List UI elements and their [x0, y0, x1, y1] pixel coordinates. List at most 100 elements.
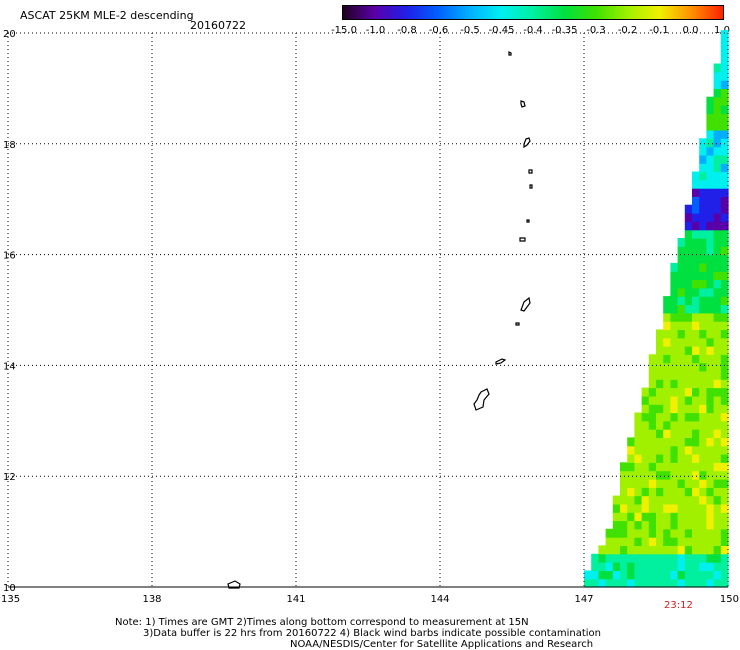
swath-cell — [692, 329, 700, 339]
swath-cell — [598, 562, 607, 571]
swath-cell — [663, 370, 671, 380]
swath-cell — [677, 553, 686, 563]
swath-cell — [656, 395, 664, 405]
swath-cell — [713, 71, 722, 81]
swath-cell — [706, 537, 715, 546]
swath-cell — [713, 437, 722, 447]
swath-cell — [648, 354, 657, 364]
swath-cell — [656, 387, 664, 397]
swath-cell — [692, 387, 700, 397]
swath-cell — [706, 445, 715, 455]
swath-cell — [641, 395, 650, 405]
swath-cell — [684, 337, 693, 347]
swath-cell — [713, 528, 722, 538]
swath-cell — [720, 454, 729, 463]
swath-cell — [720, 487, 729, 497]
y-tick-label: 12 — [3, 472, 16, 483]
swath-cell — [684, 520, 693, 530]
swath-cell — [612, 528, 621, 538]
swath-cell — [699, 287, 707, 297]
swath-cell — [720, 420, 729, 430]
swath-cell — [656, 495, 664, 505]
swath-cell — [677, 562, 686, 571]
swath-cell — [713, 512, 722, 522]
swath-cell — [656, 562, 664, 571]
swath-cell — [699, 188, 707, 197]
swath-cell — [663, 296, 671, 305]
swath-cell — [720, 321, 729, 330]
swath-cell — [641, 537, 650, 546]
swath-cell — [641, 462, 650, 472]
swath-cell — [692, 246, 700, 256]
swath-cell — [692, 487, 700, 497]
swath-cell — [677, 329, 686, 339]
colorbar-label: -0.4 — [523, 25, 543, 36]
swath-cell — [677, 279, 686, 289]
swath-cell — [720, 130, 729, 139]
swath-cell — [684, 279, 693, 289]
swath-cell — [641, 420, 650, 430]
colorbar-label: -15.0 — [331, 25, 357, 36]
island-outline — [508, 51, 512, 56]
chart-date: 20160722 — [190, 19, 246, 32]
swath-cell — [713, 321, 722, 330]
swath-cell — [713, 370, 722, 380]
swath-cell — [720, 312, 729, 322]
swath-cell — [699, 138, 707, 148]
swath-cell — [692, 221, 700, 231]
swath-cell — [713, 337, 722, 347]
swath-cell — [706, 312, 715, 322]
swath-cell — [720, 362, 729, 372]
swath-cell — [663, 387, 671, 397]
swath-cell — [713, 395, 722, 405]
swath-cell — [720, 30, 729, 40]
swath-cell — [692, 287, 700, 297]
swath-cell — [706, 171, 715, 181]
colorbar-label: -0.5 — [460, 25, 480, 36]
swath-cell — [620, 495, 628, 505]
swath-cell — [713, 146, 722, 156]
swath-cell — [706, 520, 715, 530]
swath-cell — [656, 528, 664, 538]
swath-cell — [684, 213, 693, 222]
swath-cell — [598, 553, 607, 563]
swath-cell — [605, 553, 614, 563]
swath-cell — [692, 495, 700, 505]
swath-cell — [641, 470, 650, 480]
swath-cell — [634, 487, 643, 497]
swath-cell — [648, 553, 657, 563]
x-tick-label: 147 — [574, 594, 593, 605]
swath-cell — [706, 462, 715, 472]
swath-cell — [684, 503, 693, 513]
swath-cell — [720, 221, 729, 231]
swath-cell — [699, 429, 707, 438]
swath-cell — [699, 545, 707, 555]
swath-cell — [670, 578, 679, 588]
colorbar-label: -0.35 — [551, 25, 578, 36]
swath-cell — [692, 196, 700, 206]
swath-cell — [656, 454, 664, 463]
island-outline — [526, 219, 530, 223]
swath-cell — [634, 570, 643, 580]
swath-cell — [670, 354, 679, 364]
swath-cell — [677, 578, 686, 588]
swath-cell — [699, 312, 707, 322]
swath-cell — [706, 437, 715, 447]
swath-cell — [720, 503, 729, 513]
swath-cell — [634, 503, 643, 513]
swath-cell — [684, 462, 693, 472]
swath-cell — [706, 238, 715, 247]
swath-cell — [648, 437, 657, 447]
swath-cell — [663, 379, 671, 389]
swath-cell — [598, 570, 607, 580]
colorbar-label: -0.45 — [488, 25, 515, 36]
swath-cell — [605, 545, 614, 555]
swath-cell — [656, 346, 664, 355]
swath-cell — [627, 437, 635, 447]
swath-cell — [699, 570, 707, 580]
swath-cell — [713, 271, 722, 281]
swath-cell — [677, 437, 686, 447]
y-tick-label: 10 — [3, 583, 16, 594]
swath-cell — [720, 196, 729, 206]
swath-cell — [670, 487, 679, 497]
